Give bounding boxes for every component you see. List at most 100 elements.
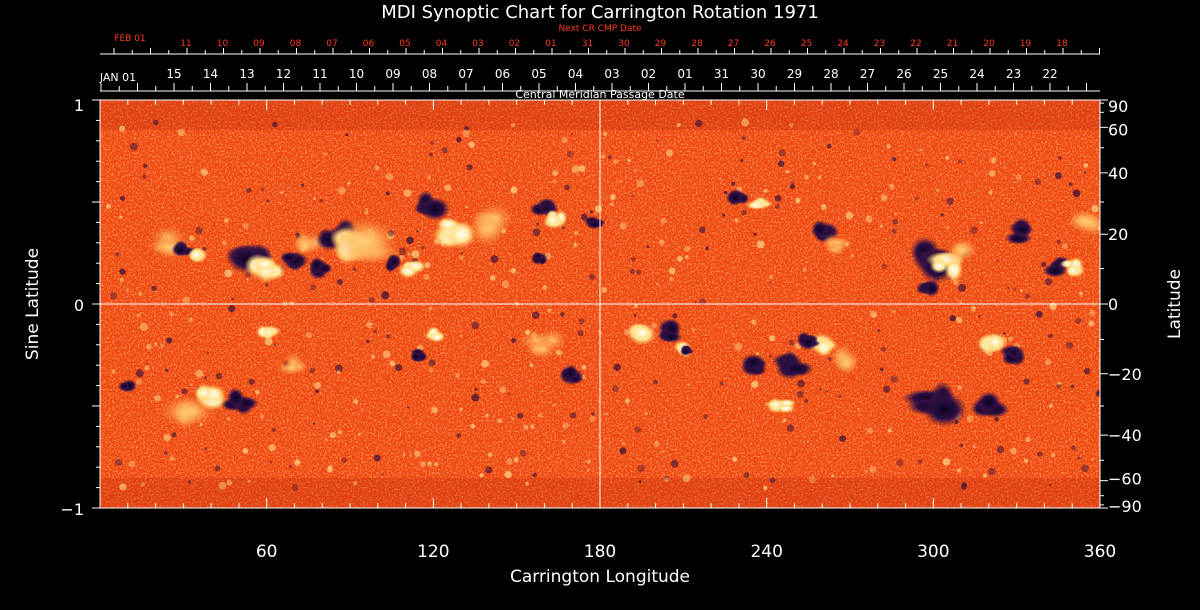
field-speck: [106, 203, 111, 209]
field-speck: [638, 480, 642, 483]
active-region: [436, 217, 460, 232]
field-speck: [385, 334, 391, 339]
field-speck: [734, 342, 743, 351]
field-speck: [373, 329, 378, 334]
field-speck: [718, 177, 722, 181]
field-speck: [979, 221, 983, 225]
field-speck: [1089, 309, 1096, 317]
field-speck: [407, 253, 411, 256]
field-speck: [804, 174, 809, 180]
active-region: [1007, 345, 1021, 360]
field-speck: [1091, 204, 1099, 213]
field-speck: [924, 163, 929, 167]
field-speck: [371, 354, 376, 359]
field-speck: [636, 269, 642, 275]
field-speck: [602, 131, 608, 137]
field-speck: [731, 333, 734, 336]
field-speck: [837, 394, 842, 399]
right-tick-label: −60: [1108, 470, 1142, 489]
field-speck: [734, 218, 739, 223]
field-speck: [218, 481, 227, 490]
field-speck: [337, 278, 344, 286]
field-speck: [619, 179, 623, 183]
cmp-date-label: 07: [458, 67, 473, 81]
field-speck: [658, 239, 665, 245]
cmp-date-axis-label: Central Meridian Passage Date: [515, 88, 684, 101]
field-speck: [562, 226, 565, 230]
field-speck: [741, 136, 746, 140]
field-speck: [485, 413, 489, 418]
field-speck: [163, 433, 171, 442]
top-date-label: 28: [691, 39, 703, 49]
field-speck: [646, 245, 650, 249]
field-speck: [970, 305, 977, 311]
longitude-label: 120: [417, 542, 449, 562]
field-speck: [1048, 403, 1053, 408]
field-speck: [115, 252, 120, 257]
field-speck: [429, 152, 433, 157]
field-speck: [630, 257, 637, 263]
field-speck: [564, 184, 571, 191]
field-speck: [260, 187, 265, 192]
field-speck: [181, 388, 188, 395]
active-region: [922, 392, 968, 427]
field-speck: [684, 245, 691, 252]
field-speck: [880, 194, 888, 202]
right-tick-label: −20: [1108, 365, 1142, 384]
field-speck: [908, 276, 912, 279]
field-speck: [782, 418, 787, 423]
field-speck: [312, 422, 316, 425]
field-speck: [552, 403, 556, 407]
field-speck: [778, 149, 786, 157]
field-speck: [455, 372, 460, 378]
active-region: [835, 356, 858, 374]
field-speck: [808, 476, 816, 484]
field-speck: [228, 305, 236, 313]
field-speck: [892, 228, 897, 234]
field-speck: [1003, 332, 1006, 335]
field-speck: [732, 456, 738, 462]
field-speck: [424, 261, 431, 269]
top-date-label: 04: [436, 39, 448, 49]
field-speck: [430, 140, 435, 145]
cmp-date-label: 01: [677, 67, 692, 81]
field-speck: [334, 364, 343, 373]
field-speck: [1023, 378, 1030, 385]
field-speck: [499, 386, 507, 394]
field-speck: [1045, 359, 1052, 366]
field-speck: [373, 454, 381, 462]
field-speck: [880, 367, 884, 372]
field-speck: [1083, 171, 1087, 174]
field-speck: [188, 235, 195, 242]
field-speck: [763, 188, 768, 193]
field-speck: [289, 301, 294, 306]
field-speck: [609, 194, 616, 201]
field-speck: [221, 240, 227, 246]
field-speck: [271, 427, 276, 432]
field-speck: [166, 337, 173, 344]
field-speck: [731, 181, 736, 186]
field-speck: [314, 381, 321, 389]
left-tick-0: 0: [74, 296, 84, 315]
field-speck: [246, 277, 249, 281]
field-speck: [459, 334, 463, 338]
field-speck: [381, 472, 384, 476]
field-speck: [665, 149, 674, 157]
cmp-date-label: 30: [750, 67, 765, 81]
active-region: [544, 212, 561, 227]
top-date-label: 26: [764, 39, 776, 49]
field-speck: [365, 207, 368, 211]
field-speck: [381, 291, 390, 300]
top-date-label: 27: [728, 39, 739, 49]
field-speck: [108, 414, 111, 418]
field-speck: [578, 165, 586, 172]
field-speck: [970, 226, 978, 235]
field-speck: [691, 327, 696, 332]
field-speck: [470, 423, 476, 429]
field-speck: [272, 121, 278, 128]
field-speck: [313, 197, 316, 200]
field-speck: [1013, 287, 1017, 291]
top-date-label: 21: [947, 39, 958, 49]
active-region: [428, 331, 445, 343]
